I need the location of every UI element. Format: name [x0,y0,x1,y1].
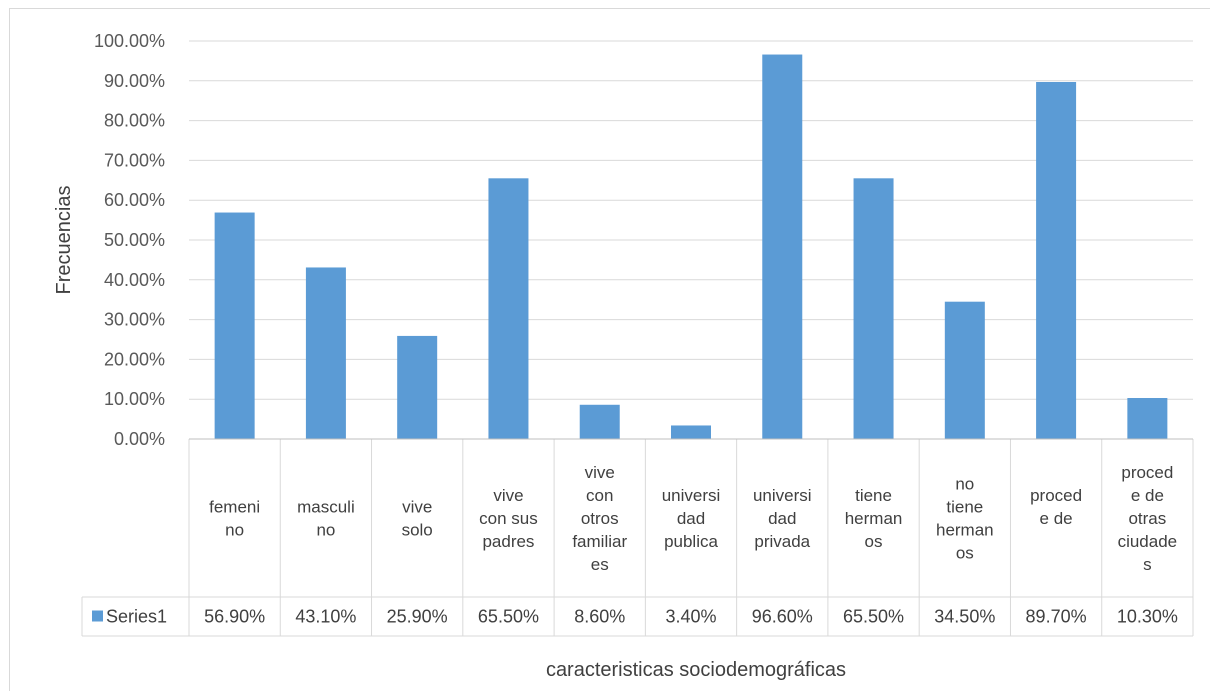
y-tick-label: 60.00% [104,190,165,210]
y-tick-label: 90.00% [104,71,165,91]
data-value-label: 34.50% [934,607,995,627]
data-value-label: 3.40% [665,607,716,627]
category-label: masculi no [297,498,355,540]
category-label: proced e de otras ciudade s [1118,463,1178,574]
y-tick-labels: 0.00% 10.00% 20.00% 30.00% 40.00% 50.00% 60.00… [94,31,165,449]
category-label: vive con otros familiar es [572,463,627,574]
bar [1036,81,1077,439]
bar [579,404,620,439]
category-label: universi dad publica [662,486,721,551]
data-value-label: 65.50% [478,607,539,627]
y-tick-label: 50.00% [104,230,165,250]
x-axis-title: caracteristicas sociodemográficas [546,659,846,681]
bars [214,54,1168,439]
data-value-label: 10.30% [1117,607,1178,627]
legend-label: Series1 [106,607,167,627]
y-tick-label: 100.00% [94,31,165,51]
y-axis-title: Frecuencias [53,186,75,295]
category-label: vive con sus padres [479,486,538,551]
y-tick-label: 20.00% [104,349,165,369]
data-table: femeni no masculi no vive solo vive con sus padr… [81,438,1194,637]
data-value-label: 8.60% [574,607,625,627]
category-label: tiene herman os [845,486,903,551]
legend-swatch [92,610,103,622]
bar [762,54,803,439]
data-value-label: 89.70% [1026,607,1087,627]
category-label: proced e de [1030,486,1082,528]
chart-frame [9,8,1210,691]
category-label: femeni no [209,498,260,540]
y-tick-label: 30.00% [104,310,165,330]
bar [488,178,529,439]
y-tick-label: 70.00% [104,150,165,170]
bar [305,267,346,439]
data-value-label: 56.90% [204,607,265,627]
bar [944,301,985,439]
category-label: no tiene herman os [936,475,994,563]
data-value-label: 96.60% [752,607,813,627]
data-value-label: 25.90% [387,607,448,627]
bar [671,425,711,439]
y-tick-label: 40.00% [104,270,165,290]
y-tick-label: 0.00% [114,429,165,449]
data-value-label: 65.50% [843,607,904,627]
bar [853,178,894,439]
category-label: universi dad privada [753,486,812,551]
bar [1127,398,1168,439]
y-tick-label: 80.00% [104,111,165,131]
bar [397,335,438,439]
category-label: vive solo [402,498,433,540]
y-tick-label: 10.00% [104,389,165,409]
data-value-label: 43.10% [295,607,356,627]
bar [214,212,255,439]
